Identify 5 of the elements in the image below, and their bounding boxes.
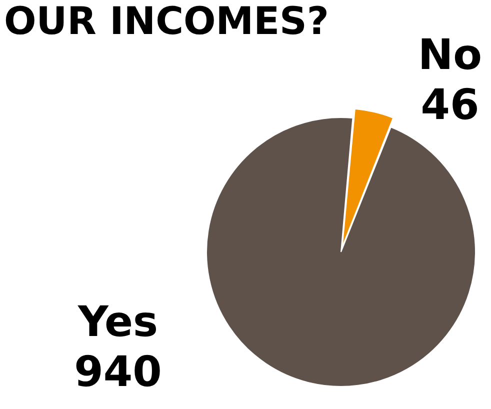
slice-label: Yes: [76, 296, 158, 346]
slice-label: No: [418, 30, 482, 79]
data-label: 940: [74, 346, 162, 396]
chart-title: OUR INCOMES?: [4, 0, 329, 43]
data-label: 46: [420, 80, 480, 129]
